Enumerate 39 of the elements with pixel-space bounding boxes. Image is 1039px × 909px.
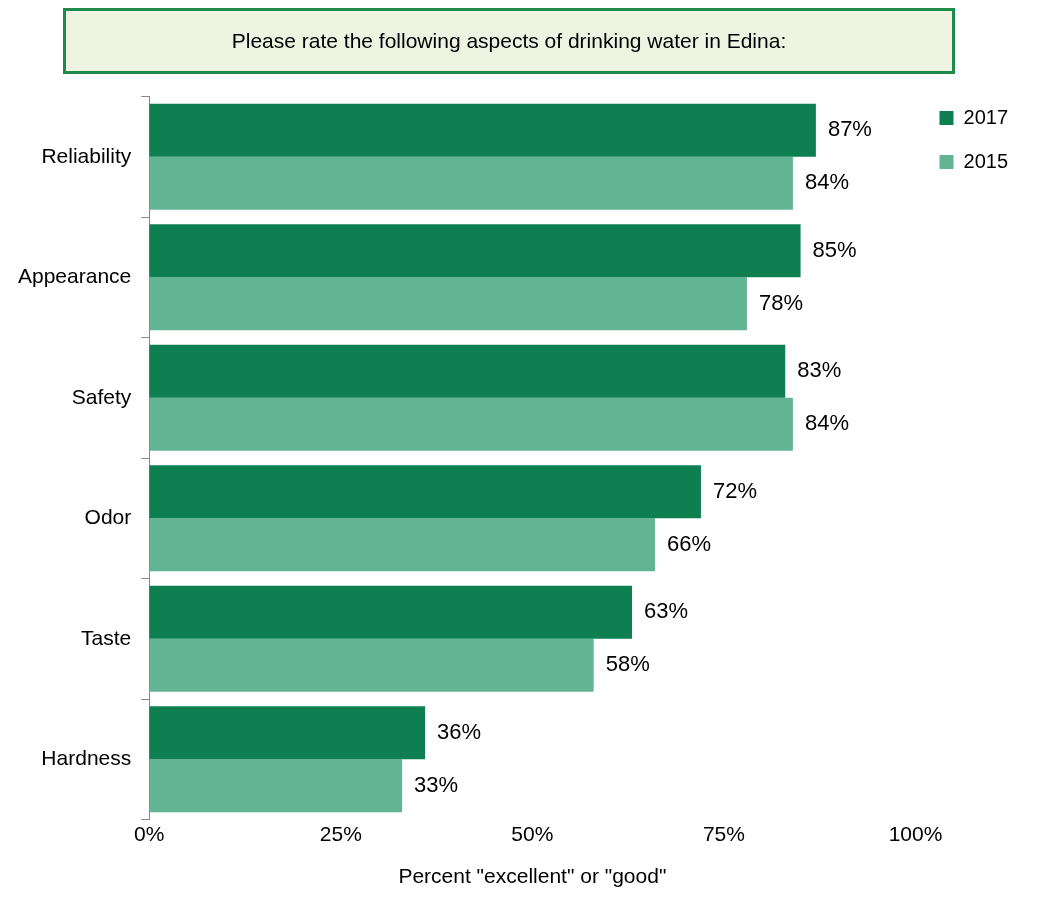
data-label: 58% [605, 651, 650, 677]
bar [149, 638, 594, 692]
data-label: 72% [712, 477, 757, 503]
legend-label: 2017 [963, 105, 1009, 128]
legend-label: 2015 [963, 149, 1009, 172]
data-label: 84% [804, 410, 849, 436]
y-tick-label: Safety [71, 384, 132, 408]
data-label: 85% [812, 236, 857, 262]
x-tick-label: 25% [319, 822, 362, 845]
x-tick-label: 50% [511, 822, 554, 845]
x-tick-label: 75% [702, 822, 745, 845]
y-tick-label: Taste [81, 625, 132, 649]
x-axis-title: Percent "excellent" or "good" [398, 864, 667, 888]
y-tick-label: Odor [84, 505, 132, 529]
bar [149, 277, 747, 331]
data-label: 63% [643, 598, 689, 624]
bar [149, 585, 632, 639]
bar [149, 518, 655, 572]
data-label: 84% [804, 169, 849, 195]
y-tick-label: Appearance [17, 264, 132, 288]
bar [149, 156, 793, 210]
data-label: 33% [414, 771, 459, 797]
bar [149, 759, 403, 813]
bar [149, 706, 426, 760]
chart-title: Please rate the following aspects of drinking water in Edina: [63, 8, 955, 74]
y-tick-label: Hardness [41, 746, 132, 770]
data-label: 36% [437, 718, 482, 744]
bar [149, 344, 786, 398]
bar [149, 465, 701, 519]
data-label: 87% [827, 116, 872, 142]
x-tick-label: 100% [888, 822, 943, 845]
bar [149, 397, 793, 451]
data-label: 66% [666, 530, 712, 556]
bar [149, 224, 801, 278]
y-tick-label: Reliability [41, 143, 132, 167]
data-label: 78% [758, 289, 803, 315]
bar [149, 103, 816, 157]
data-label: 83% [797, 357, 842, 383]
x-tick-label: 0% [134, 822, 165, 845]
